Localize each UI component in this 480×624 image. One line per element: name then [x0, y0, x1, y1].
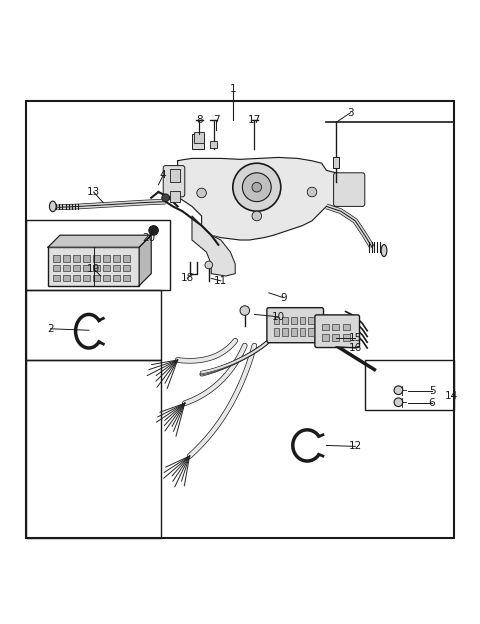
Bar — [123, 255, 130, 261]
Bar — [103, 255, 110, 261]
Bar — [48, 247, 139, 286]
Polygon shape — [192, 216, 235, 276]
Bar — [93, 265, 100, 271]
Circle shape — [162, 194, 169, 202]
Circle shape — [242, 173, 271, 202]
Circle shape — [394, 398, 403, 407]
Bar — [332, 334, 339, 341]
Bar — [113, 275, 120, 281]
Circle shape — [149, 226, 158, 235]
Bar — [83, 265, 90, 271]
Bar — [300, 328, 305, 336]
Bar — [282, 317, 288, 324]
Bar — [282, 328, 288, 336]
Circle shape — [394, 386, 403, 394]
Bar — [291, 317, 297, 324]
Bar — [103, 265, 110, 271]
Bar — [63, 265, 70, 271]
Bar — [170, 191, 180, 202]
FancyBboxPatch shape — [163, 165, 185, 197]
Circle shape — [240, 306, 250, 315]
Text: 19: 19 — [87, 264, 100, 274]
Text: 1: 1 — [229, 84, 236, 94]
Bar — [343, 323, 350, 330]
Text: 10: 10 — [272, 312, 285, 322]
Text: 14: 14 — [444, 391, 458, 401]
Ellipse shape — [381, 245, 387, 256]
Text: 7: 7 — [213, 115, 219, 125]
Bar — [73, 265, 80, 271]
Polygon shape — [48, 235, 151, 247]
FancyBboxPatch shape — [315, 315, 360, 348]
Text: 3: 3 — [347, 108, 354, 118]
Bar — [274, 317, 279, 324]
Bar — [343, 334, 350, 341]
Bar — [26, 360, 161, 538]
Text: 15: 15 — [348, 333, 362, 343]
Bar — [113, 255, 120, 261]
Circle shape — [205, 261, 213, 269]
Text: 6: 6 — [429, 398, 435, 408]
Text: 4: 4 — [160, 170, 167, 180]
Bar — [170, 169, 180, 182]
FancyBboxPatch shape — [334, 173, 365, 207]
Circle shape — [307, 187, 317, 197]
Circle shape — [252, 211, 262, 221]
Text: 2: 2 — [47, 324, 54, 334]
Bar — [83, 275, 90, 281]
Bar — [333, 157, 339, 168]
Bar — [113, 265, 120, 271]
Text: 17: 17 — [248, 115, 261, 125]
Bar — [210, 141, 217, 148]
Text: 13: 13 — [87, 187, 100, 197]
FancyBboxPatch shape — [267, 308, 324, 343]
Circle shape — [197, 188, 206, 198]
Bar — [73, 275, 80, 281]
Bar — [123, 275, 130, 281]
Bar — [192, 134, 204, 149]
Bar — [103, 275, 110, 281]
Circle shape — [233, 163, 281, 211]
Bar — [63, 275, 70, 281]
Text: 12: 12 — [348, 441, 362, 451]
Bar — [93, 275, 100, 281]
Bar — [194, 132, 204, 143]
Bar — [308, 317, 314, 324]
Bar — [322, 334, 329, 341]
Bar — [274, 328, 279, 336]
Text: 8: 8 — [196, 115, 203, 125]
Text: 20: 20 — [142, 233, 156, 243]
Text: 16: 16 — [348, 343, 362, 353]
Bar — [123, 265, 130, 271]
Bar — [53, 255, 60, 261]
Bar — [26, 101, 454, 538]
Bar — [73, 255, 80, 261]
Bar — [322, 323, 329, 330]
Bar — [53, 275, 60, 281]
Bar — [83, 255, 90, 261]
Text: 11: 11 — [214, 276, 228, 286]
Text: 9: 9 — [280, 293, 287, 303]
Bar — [53, 265, 60, 271]
Bar — [93, 255, 100, 261]
Bar — [300, 317, 305, 324]
Bar — [26, 220, 170, 290]
Bar — [332, 323, 339, 330]
Bar — [308, 328, 314, 336]
Circle shape — [252, 182, 262, 192]
Text: 5: 5 — [429, 386, 435, 396]
Polygon shape — [178, 157, 355, 240]
Text: 18: 18 — [180, 273, 194, 283]
Bar — [26, 290, 161, 360]
Bar — [365, 360, 454, 411]
Polygon shape — [139, 235, 151, 286]
Bar — [63, 255, 70, 261]
Ellipse shape — [49, 201, 56, 212]
Bar — [291, 328, 297, 336]
